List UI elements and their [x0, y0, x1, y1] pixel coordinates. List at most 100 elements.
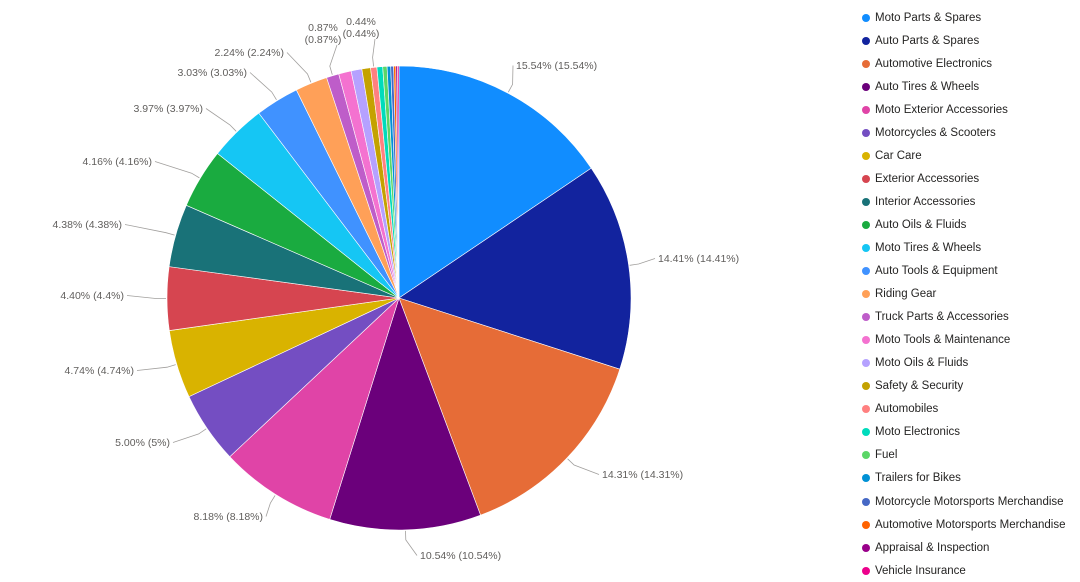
legend-marker [862, 59, 870, 68]
legend-label: Motorcycles & Scooters [875, 126, 996, 139]
legend-marker [862, 243, 870, 252]
legend-label: Interior Accessories [875, 195, 976, 208]
legend-marker [862, 359, 870, 368]
leader-line [567, 458, 600, 475]
data-label: 14.41% (14.41%) [658, 253, 739, 265]
legend-marker [862, 220, 870, 229]
data-label: 0.44% (0.44%) [343, 16, 380, 40]
leader-line [126, 295, 166, 300]
leader-line [265, 495, 276, 517]
legend-item[interactable]: Truck Parts & Accessories [862, 306, 1080, 329]
legend-item[interactable]: Automotive Motorsports Merchandise [862, 513, 1080, 536]
legend-marker [862, 267, 870, 276]
data-label: 3.03% (3.03%) [178, 67, 247, 79]
legend-label: Car Care [875, 149, 922, 162]
legend-marker [862, 566, 870, 575]
legend-item[interactable]: Fuel [862, 444, 1080, 467]
data-label: 2.24% (2.24%) [215, 47, 284, 59]
legend-label: Riding Gear [875, 288, 937, 301]
data-labels: 15.54% (15.54%) 14.41% (14.41%) 14.31% (14… [53, 16, 740, 562]
leader-line [172, 428, 207, 443]
legend-item[interactable]: Automotive Electronics [862, 52, 1080, 75]
leader-line [286, 52, 312, 83]
data-label: 4.16% (4.16%) [83, 156, 152, 168]
legend-item[interactable]: Interior Accessories [862, 190, 1080, 213]
legend-item[interactable]: Auto Tools & Equipment [862, 260, 1080, 283]
legend-marker [862, 451, 870, 460]
legend-item[interactable]: Exterior Accessories [862, 167, 1080, 190]
legend-marker [862, 13, 870, 22]
legend-item[interactable]: Moto Tires & Wheels [862, 236, 1080, 259]
legend-item[interactable]: Auto Oils & Fluids [862, 213, 1080, 236]
legend-label: Vehicle Insurance [875, 564, 966, 577]
data-label: 10.54% (10.54%) [420, 550, 501, 562]
legend-item[interactable]: Moto Parts & Spares [862, 6, 1080, 29]
legend-marker [862, 520, 870, 529]
legend-item[interactable]: Motorcycle Motorsports Merchandise [862, 490, 1080, 513]
legend-marker [862, 336, 870, 345]
legend-label: Auto Tools & Equipment [875, 265, 998, 278]
pie-slice[interactable] [398, 167, 632, 370]
legend-label: Appraisal & Inspection [875, 541, 990, 554]
leader-line [405, 530, 418, 556]
legend-item[interactable]: Safety & Security [862, 375, 1080, 398]
pie-slice[interactable] [397, 65, 400, 299]
legend-item[interactable]: Auto Tires & Wheels [862, 75, 1080, 98]
data-label: 14.31% (14.31%) [602, 469, 683, 481]
legend-item[interactable]: Moto Electronics [862, 421, 1080, 444]
legend-item[interactable]: Riding Gear [862, 283, 1080, 306]
legend-label: Moto Oils & Fluids [875, 357, 969, 370]
legend-marker [862, 174, 870, 183]
legend-item[interactable]: Moto Exterior Accessories [862, 98, 1080, 121]
data-label: 15.54% (15.54%) [516, 60, 597, 72]
legend-label: Fuel [875, 449, 898, 462]
legend-label: Exterior Accessories [875, 172, 980, 185]
legend-item[interactable]: Moto Tools & Maintenance [862, 329, 1080, 352]
legend-label: Truck Parts & Accessories [875, 311, 1009, 324]
legend-label: Safety & Security [875, 380, 964, 393]
legend-label: Moto Tools & Maintenance [875, 334, 1011, 347]
leader-line [507, 65, 514, 93]
legend-marker [862, 128, 870, 137]
pie-slice[interactable] [398, 65, 592, 299]
legend-label: Auto Tires & Wheels [875, 80, 980, 93]
leader-line [124, 224, 175, 236]
data-label: 3.97% (3.97%) [134, 103, 203, 115]
legend-marker [862, 497, 870, 506]
leader-line [629, 258, 656, 266]
leader-line [154, 161, 200, 179]
legend-item[interactable]: Appraisal & Inspection [862, 536, 1080, 559]
legend-label: Automobiles [875, 403, 939, 416]
leader-line [136, 364, 176, 371]
data-label: 8.18% (8.18%) [194, 511, 263, 523]
pie-chart: 15.54% (15.54%) 14.41% (14.41%) 14.31% (14… [53, 16, 740, 562]
legend-label: Motorcycle Motorsports Merchandise [875, 495, 1064, 508]
leader-line [205, 108, 237, 132]
legend-item[interactable]: Car Care [862, 144, 1080, 167]
leader-lines [124, 38, 656, 556]
legend-item[interactable]: Trailers for Bikes [862, 467, 1080, 490]
pie-slice[interactable] [329, 297, 481, 531]
legend-item[interactable]: Automobiles [862, 398, 1080, 421]
legend-item[interactable]: Moto Oils & Fluids [862, 352, 1080, 375]
legend-item[interactable]: Vehicle Insurance [862, 559, 1080, 582]
pie-slice[interactable] [398, 297, 621, 516]
legend-label: Trailers for Bikes [875, 472, 961, 485]
pie-slices [166, 65, 632, 531]
legend-marker [862, 151, 870, 160]
legend-item[interactable]: Motorcycles & Scooters [862, 121, 1080, 144]
legend-marker [862, 105, 870, 114]
legend-item[interactable]: Auto Parts & Spares [862, 29, 1080, 52]
legend-marker [862, 82, 870, 91]
data-label: 4.74% (4.74%) [65, 365, 134, 377]
legend: Moto Parts & Spares Auto Parts & Spares Au… [862, 6, 1080, 582]
legend-label: Moto Parts & Spares [875, 11, 982, 24]
legend-marker [862, 474, 870, 483]
leader-line [329, 44, 338, 75]
pie-slice[interactable] [229, 297, 400, 520]
leader-line [372, 38, 376, 67]
leader-line [249, 72, 277, 101]
legend-label: Moto Tires & Wheels [875, 241, 982, 254]
data-label: 5.00% (5%) [115, 437, 170, 449]
legend-label: Moto Exterior Accessories [875, 103, 1008, 116]
